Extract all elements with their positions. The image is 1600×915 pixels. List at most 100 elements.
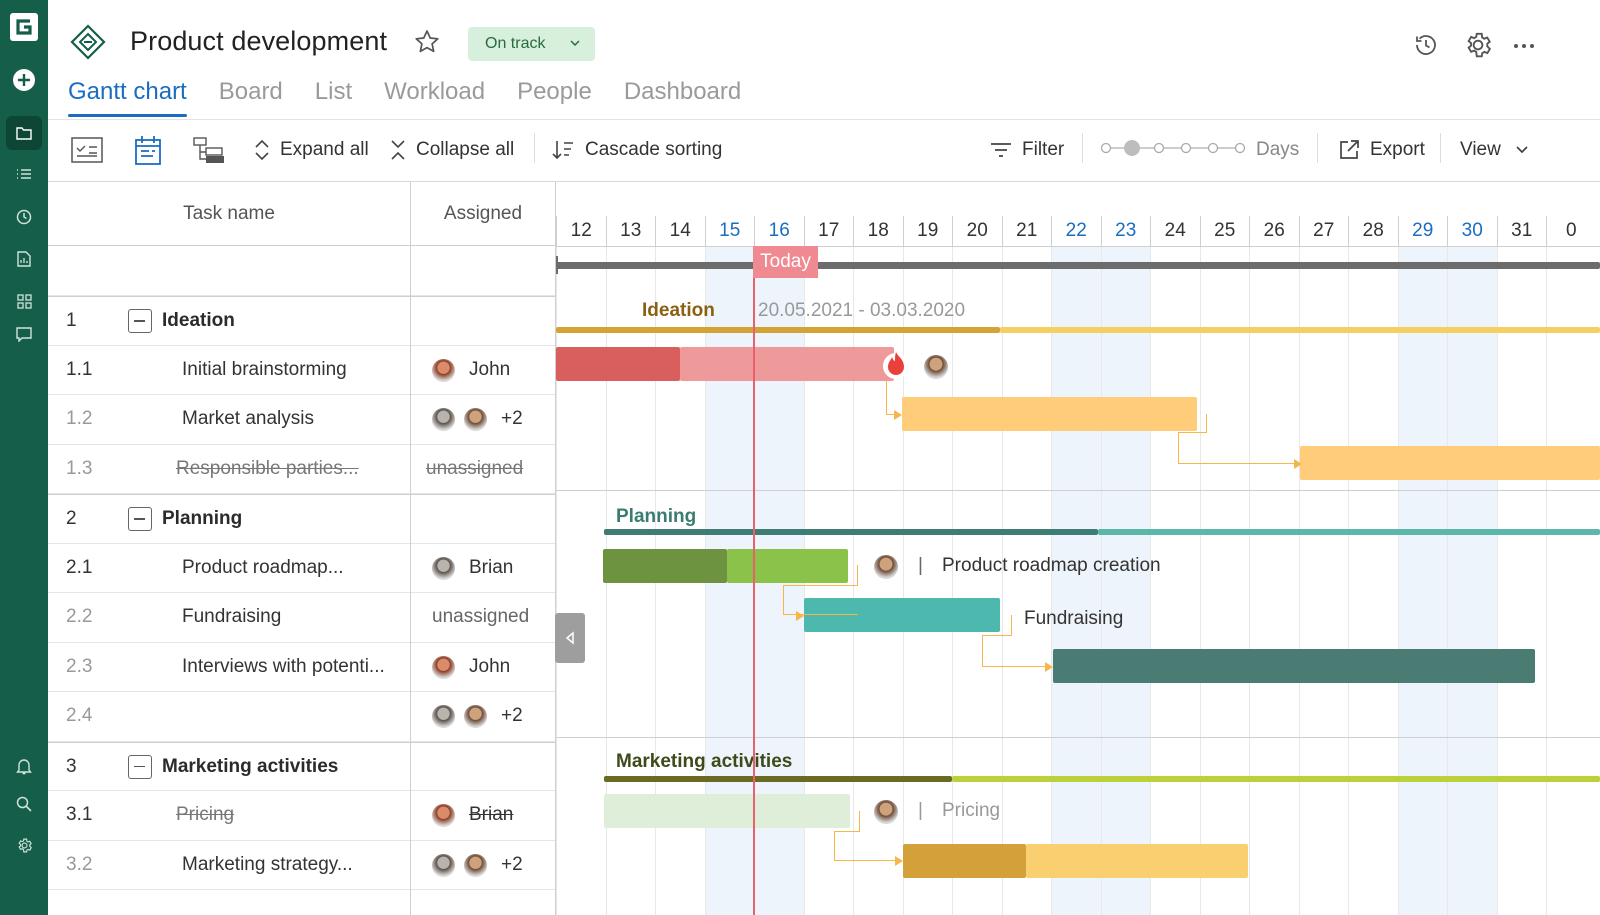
task-name[interactable]: Interviews with potenti...	[182, 655, 385, 677]
task-name[interactable]: Pricing	[176, 804, 235, 825]
status-dropdown[interactable]: On track	[468, 27, 595, 61]
report-icon[interactable]	[12, 247, 36, 271]
task-bar-marketing-strategy[interactable]	[1026, 844, 1248, 878]
avatar[interactable]	[430, 356, 457, 384]
table-row[interactable]: 2.1 Product roadmap... Brian	[48, 544, 556, 593]
table-row[interactable]: 2.2 Fundraising unassigned	[48, 593, 556, 643]
search-icon[interactable]	[12, 792, 36, 816]
assignee-label[interactable]: John	[469, 655, 511, 677]
task-name[interactable]: Ideation	[162, 310, 235, 331]
bell-icon[interactable]	[12, 754, 36, 778]
marketing-remaining-bar[interactable]	[952, 776, 1600, 782]
column-header-assigned[interactable]: Assigned	[410, 182, 556, 246]
avatar[interactable]	[462, 703, 489, 730]
clock-icon[interactable]	[12, 205, 36, 229]
assignee-label[interactable]: Brian	[469, 804, 514, 825]
task-bar-brainstorming[interactable]	[680, 347, 894, 381]
task-bar-responsible-parties[interactable]	[1300, 446, 1600, 480]
app-logo-icon[interactable]	[9, 12, 39, 42]
filter-button[interactable]: Filter	[990, 132, 1064, 168]
settings-gear-icon[interactable]	[1463, 30, 1493, 60]
avatar[interactable]	[430, 653, 457, 681]
ideation-remaining-bar[interactable]	[1000, 327, 1600, 333]
group-row[interactable]: 1 Ideation	[48, 296, 556, 346]
folder-icon[interactable]	[12, 121, 36, 145]
tab-dashboard[interactable]: Dashboard	[623, 78, 742, 105]
chat-icon[interactable]	[12, 322, 36, 346]
group-row[interactable]: 3 Marketing activities	[48, 741, 556, 791]
table-row[interactable]: 1.3 Responsible parties... unassigned	[48, 445, 556, 494]
favorite-star-icon[interactable]	[413, 28, 441, 56]
history-icon[interactable]	[1411, 30, 1441, 60]
avatar[interactable]	[430, 802, 457, 829]
tab-gantt-chart[interactable]: Gantt chart	[68, 78, 187, 118]
assignee-label[interactable]: John	[469, 358, 511, 380]
planning-progress-bar[interactable]	[604, 529, 1098, 535]
assignee-label[interactable]: unassigned	[426, 457, 524, 479]
apps-grid-icon[interactable]	[12, 289, 36, 313]
task-name[interactable]: Fundraising	[182, 606, 282, 627]
task-name[interactable]: Market analysis	[182, 408, 314, 429]
collapse-toggle-icon[interactable]	[128, 309, 152, 333]
tab-workload[interactable]: Workload	[384, 78, 486, 105]
task-bar-fundraising[interactable]	[804, 598, 1000, 632]
task-name[interactable]: Responsible parties...	[176, 457, 359, 479]
task-name[interactable]: Marketing strategy...	[182, 853, 353, 875]
task-bar-brainstorming-done[interactable]	[556, 347, 680, 381]
project-summary-bar[interactable]	[556, 262, 1600, 269]
avatar[interactable]	[430, 851, 457, 879]
collapse-toggle-icon[interactable]	[128, 754, 152, 779]
collapse-toggle-icon[interactable]	[128, 507, 152, 531]
export-button[interactable]: Export	[1338, 132, 1425, 168]
collapse-all-button[interactable]: Collapse all	[390, 132, 514, 168]
collapse-panel-handle[interactable]	[555, 613, 585, 663]
assignee-label[interactable]: +2	[501, 705, 523, 726]
task-checklist-button[interactable]	[70, 132, 104, 168]
assignee-label[interactable]: Brian	[469, 556, 514, 578]
column-header-task[interactable]: Task name	[48, 182, 410, 246]
avatar[interactable]	[430, 406, 457, 433]
task-bar-pricing[interactable]	[604, 794, 850, 828]
task-name[interactable]: Marketing activities	[162, 755, 339, 777]
task-bar-marketing-done[interactable]	[903, 844, 1026, 878]
task-bar-market-analysis[interactable]	[902, 397, 1197, 431]
table-row[interactable]: 3.1 Pricing Brian	[48, 791, 556, 841]
task-bar-roadmap-done[interactable]	[603, 549, 727, 583]
table-row[interactable]: 2.3 Interviews with potenti... John	[48, 643, 556, 692]
view-dropdown[interactable]: View	[1460, 132, 1533, 168]
table-row[interactable]: 1.1 Initial brainstorming John	[48, 346, 556, 395]
planning-remaining-bar[interactable]	[1098, 529, 1600, 535]
avatar[interactable]	[872, 798, 900, 826]
group-row[interactable]: 2 Planning	[48, 494, 556, 544]
task-bar-roadmap[interactable]	[727, 549, 848, 583]
avatar[interactable]	[430, 554, 457, 582]
assignee-label[interactable]: unassigned	[432, 606, 530, 627]
table-row[interactable]: 3.2 Marketing strategy... +2	[48, 841, 556, 890]
marketing-progress-bar[interactable]	[604, 776, 952, 782]
ideation-progress-bar[interactable]	[556, 327, 1000, 333]
table-row[interactable]: 1.2 Market analysis +2	[48, 395, 556, 445]
task-bar-interviews[interactable]	[1053, 649, 1535, 683]
cascade-sorting-button[interactable]: Cascade sorting	[551, 132, 722, 168]
avatar[interactable]	[462, 851, 489, 879]
more-options-icon[interactable]	[1510, 30, 1540, 60]
tab-board[interactable]: Board	[218, 78, 283, 105]
add-icon[interactable]	[12, 68, 36, 92]
tab-people[interactable]: People	[517, 78, 592, 105]
table-row[interactable]: 2.4 +2	[48, 692, 556, 742]
assignee-label[interactable]: +2	[501, 408, 523, 429]
expand-all-button[interactable]: Expand all	[254, 132, 369, 168]
list-icon[interactable]	[12, 162, 36, 186]
task-name[interactable]: Product roadmap...	[182, 556, 344, 578]
hierarchy-view-button[interactable]	[192, 132, 226, 168]
avatar[interactable]	[430, 703, 457, 730]
task-name[interactable]: Initial brainstorming	[182, 358, 347, 380]
calendar-view-button[interactable]	[134, 132, 162, 168]
settings-gear-icon[interactable]	[12, 833, 36, 857]
tab-list[interactable]: List	[314, 78, 353, 105]
avatar[interactable]	[922, 353, 950, 381]
avatar[interactable]	[462, 406, 489, 433]
task-name[interactable]: Planning	[162, 508, 243, 529]
zoom-slider[interactable]	[1100, 138, 1246, 158]
avatar[interactable]	[872, 553, 900, 581]
